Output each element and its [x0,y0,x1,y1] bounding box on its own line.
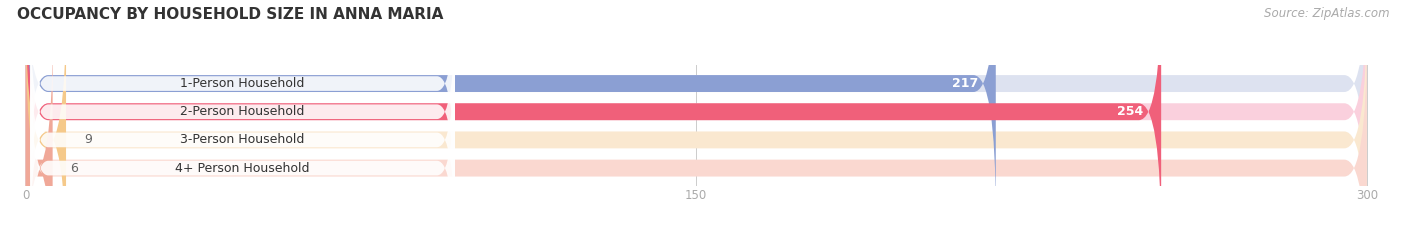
FancyBboxPatch shape [25,7,1367,233]
Text: 254: 254 [1116,105,1143,118]
FancyBboxPatch shape [31,63,456,233]
FancyBboxPatch shape [25,0,1161,233]
Text: 4+ Person Household: 4+ Person Household [176,161,309,175]
Text: 3-Person Household: 3-Person Household [180,134,305,146]
Text: 2-Person Household: 2-Person Household [180,105,305,118]
Text: 217: 217 [952,77,979,90]
FancyBboxPatch shape [25,0,995,216]
Text: 6: 6 [70,161,79,175]
FancyBboxPatch shape [25,0,1367,233]
FancyBboxPatch shape [25,7,66,233]
FancyBboxPatch shape [25,0,1367,216]
FancyBboxPatch shape [31,0,456,189]
Text: 1-Person Household: 1-Person Household [180,77,305,90]
FancyBboxPatch shape [25,36,52,233]
Text: 9: 9 [84,134,91,146]
FancyBboxPatch shape [31,6,456,217]
Text: OCCUPANCY BY HOUSEHOLD SIZE IN ANNA MARIA: OCCUPANCY BY HOUSEHOLD SIZE IN ANNA MARI… [17,7,443,22]
FancyBboxPatch shape [31,34,456,233]
FancyBboxPatch shape [25,36,1367,233]
Text: Source: ZipAtlas.com: Source: ZipAtlas.com [1264,7,1389,20]
